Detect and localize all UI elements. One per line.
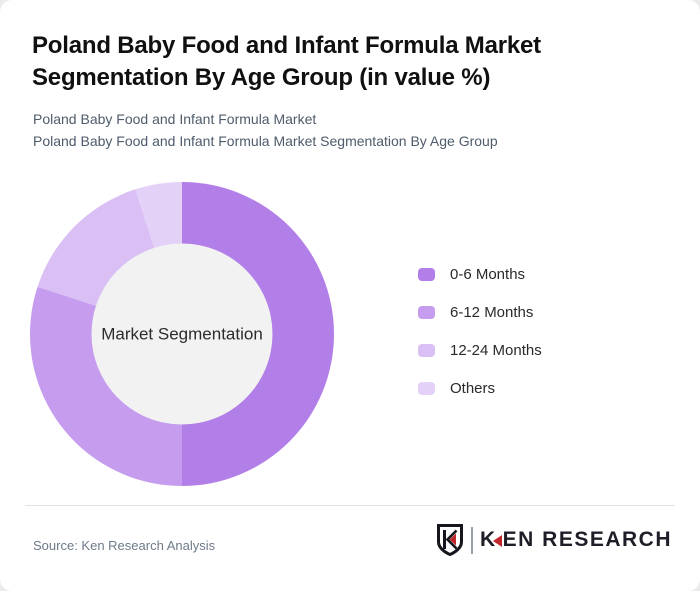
legend-label: 12-24 Months — [450, 341, 542, 359]
legend-item: 0-6 Months — [418, 255, 542, 293]
logo-separator — [470, 526, 473, 554]
legend-swatch-others — [418, 381, 435, 395]
logo-shield-icon — [435, 523, 465, 557]
page-title: Poland Baby Food and Infant Formula Mark… — [32, 32, 541, 91]
source-text: Source: Ken Research Analysis — [33, 538, 216, 553]
footer-divider — [25, 505, 675, 506]
chart-subtitles: Poland Baby Food and Infant Formula Mark… — [33, 109, 498, 152]
donut-chart: Market Segmentation — [30, 182, 334, 486]
legend-item: Others — [418, 369, 542, 407]
legend-label: Others — [450, 379, 496, 397]
ken-research-logo: K EN RESEARCH — [435, 523, 672, 557]
legend-swatch-6-12-months — [418, 305, 435, 319]
chart-legend: 0-6 Months 6-12 Months 12-24 Months Othe… — [418, 255, 542, 407]
legend-swatch-0-6-months — [418, 267, 435, 281]
logo-brand-rest: EN RESEARCH — [502, 528, 672, 551]
red-triangle-icon — [492, 534, 502, 547]
legend-swatch-12-24-months — [418, 343, 435, 357]
legend-label: 6-12 Months — [450, 303, 534, 321]
logo-brand-text: K EN RESEARCH — [480, 528, 672, 552]
legend-label: 0-6 Months — [450, 265, 526, 283]
chart-subtitle-line1: Poland Baby Food and Infant Formula Mark… — [33, 111, 317, 127]
donut-center-label: Market Segmentation — [101, 324, 263, 343]
chart-subtitle-line2: Poland Baby Food and Infant Formula Mark… — [33, 132, 498, 149]
donut-hole: Market Segmentation — [91, 243, 273, 425]
legend-item: 6-12 Months — [418, 293, 542, 331]
logo-brand-k: K — [479, 528, 497, 551]
legend-item: 12-24 Months — [418, 331, 542, 369]
